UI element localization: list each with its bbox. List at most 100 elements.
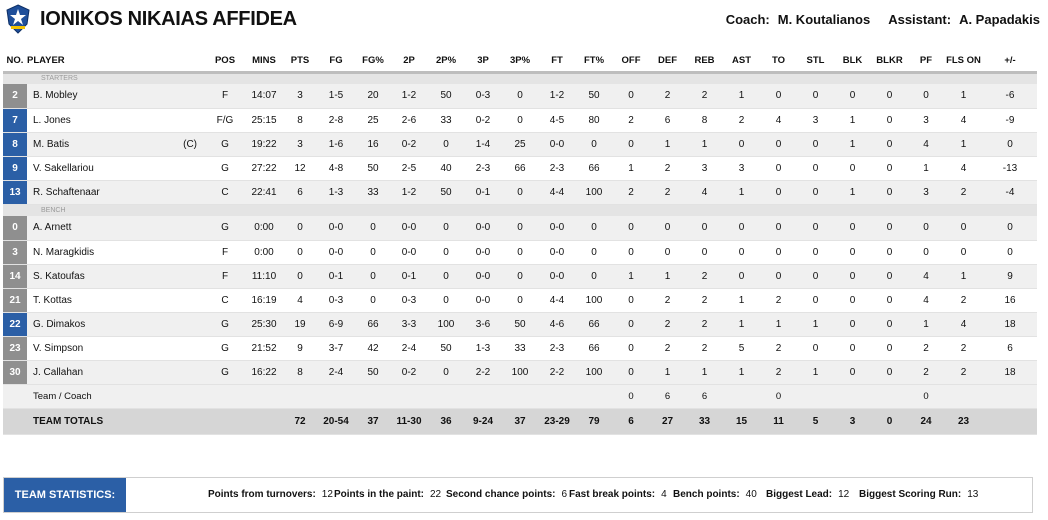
jersey-number: 13 bbox=[3, 180, 27, 205]
total-mins bbox=[245, 408, 283, 435]
col-header-field-goals: FG bbox=[317, 50, 355, 74]
stat-def: 2 bbox=[649, 312, 686, 337]
stat-blkr: 0 bbox=[871, 132, 908, 157]
stat-ast: 1 bbox=[723, 84, 760, 109]
player-row: 14 S. Katoufas F 11:10 0 0-1 0 0-1 0 0-0 0 0-0 0 1 1 2 0… bbox=[3, 264, 1037, 289]
stat-pts: 12 bbox=[283, 156, 317, 181]
stat-def: 6 bbox=[649, 108, 686, 133]
player-name-cell: V. Sakellariou bbox=[27, 156, 205, 181]
stat-ft: 4-5 bbox=[539, 108, 575, 133]
stat-pm: -4 bbox=[983, 180, 1037, 205]
stat-off: 0 bbox=[613, 360, 649, 385]
team-totals-row: TEAM TOTALS 72 20-54 37 11-30 36 9-24 37 23-29 79… bbox=[3, 408, 1037, 435]
stat-stl: 0 bbox=[797, 84, 834, 109]
team-stat-label: Biggest Lead: bbox=[766, 489, 833, 500]
stat-p2p: 50 bbox=[427, 336, 465, 361]
player-name-cell: J. Callahan bbox=[27, 360, 205, 385]
stat-p3: 2-2 bbox=[465, 360, 501, 385]
stat-pm: -6 bbox=[983, 84, 1037, 109]
stat-fls: 4 bbox=[944, 108, 983, 133]
stat-fgp: 50 bbox=[355, 360, 391, 385]
team-stat-fg bbox=[317, 384, 355, 409]
stat-to: 0 bbox=[760, 180, 797, 205]
col-header-personal-fouls: PF bbox=[908, 50, 944, 74]
stat-p2p: 50 bbox=[427, 180, 465, 205]
team-stat-value: 13 bbox=[967, 489, 979, 500]
col-header-player: PLAYER bbox=[27, 50, 205, 74]
stat-off: 1 bbox=[613, 156, 649, 181]
total-pos bbox=[205, 408, 245, 435]
stat-blk: 0 bbox=[834, 240, 871, 265]
stat-off: 2 bbox=[613, 180, 649, 205]
stat-p3: 0-2 bbox=[465, 108, 501, 133]
player-row: 0 A. Arnett G 0:00 0 0-0 0 0-0 0 0-0 0 0-0 0 0 0 0 0 0 0 0 0… bbox=[3, 216, 1037, 241]
stat-fgp: 33 bbox=[355, 180, 391, 205]
stat-reb: 2 bbox=[686, 336, 723, 361]
stat-to: 2 bbox=[760, 336, 797, 361]
stat-pos: G bbox=[205, 216, 245, 241]
stat-pm: -9 bbox=[983, 108, 1037, 133]
col-header-rebounds: REB bbox=[686, 50, 723, 74]
player-name-cell: S. Katoufas bbox=[27, 264, 205, 289]
stat-stl: 3 bbox=[797, 108, 834, 133]
stat-blkr: 0 bbox=[871, 336, 908, 361]
coach-name: M. Koutalianos bbox=[777, 12, 871, 27]
total-pf: 24 bbox=[908, 408, 944, 435]
total-fgp: 37 bbox=[355, 408, 391, 435]
stat-off: 0 bbox=[613, 312, 649, 337]
stat-fgp: 0 bbox=[355, 288, 391, 313]
team-stat-label: Biggest Scoring Run: bbox=[859, 489, 962, 500]
stat-p2: 2-4 bbox=[391, 336, 427, 361]
stat-blk: 0 bbox=[834, 312, 871, 337]
team-name: IONIKOS NIKAIAS AFFIDEA bbox=[40, 8, 297, 30]
stat-p2p: 40 bbox=[427, 156, 465, 181]
stat-p3p: 0 bbox=[501, 216, 539, 241]
stat-pf: 4 bbox=[908, 288, 944, 313]
stat-ftp: 0 bbox=[575, 264, 613, 289]
stat-reb: 2 bbox=[686, 312, 723, 337]
stat-reb: 4 bbox=[686, 180, 723, 205]
team-stat-blkr bbox=[871, 384, 908, 409]
team-stat-pos bbox=[205, 384, 245, 409]
total-pm bbox=[983, 408, 1037, 435]
stat-fls: 0 bbox=[944, 240, 983, 265]
stat-mins: 25:30 bbox=[245, 312, 283, 337]
player-name: T. Kottas bbox=[33, 294, 72, 306]
stat-def: 2 bbox=[649, 180, 686, 205]
stat-to: 0 bbox=[760, 216, 797, 241]
player-name-cell: T. Kottas bbox=[27, 288, 205, 313]
stat-fg: 1-3 bbox=[317, 180, 355, 205]
stat-fg: 2-8 bbox=[317, 108, 355, 133]
stat-blkr: 0 bbox=[871, 360, 908, 385]
team-stat-value: 4 bbox=[661, 489, 667, 500]
player-name-cell: L. Jones bbox=[27, 108, 205, 133]
stat-p3: 0-0 bbox=[465, 240, 501, 265]
stat-p2: 1-2 bbox=[391, 180, 427, 205]
stat-p3p: 0 bbox=[501, 84, 539, 109]
stat-p2p: 50 bbox=[427, 84, 465, 109]
stat-fls: 1 bbox=[944, 132, 983, 157]
stat-mins: 16:19 bbox=[245, 288, 283, 313]
stat-fgp: 0 bbox=[355, 240, 391, 265]
stat-pm: -13 bbox=[983, 156, 1037, 181]
stat-fg: 0-0 bbox=[317, 216, 355, 241]
stat-mins: 11:10 bbox=[245, 264, 283, 289]
stat-pf: 3 bbox=[908, 180, 944, 205]
bench-section: BENCH bbox=[3, 204, 1037, 216]
stat-pts: 3 bbox=[283, 132, 317, 157]
stat-p2p: 0 bbox=[427, 360, 465, 385]
stat-fls: 2 bbox=[944, 288, 983, 313]
stat-pts: 8 bbox=[283, 108, 317, 133]
player-row: 8 M. Batis (C) G 19:22 3 1-6 16 0-2 0 1-4 25 0-0 0 0 1 1… bbox=[3, 132, 1037, 157]
stat-blkr: 0 bbox=[871, 108, 908, 133]
stat-pf: 3 bbox=[908, 108, 944, 133]
stat-ft: 1-2 bbox=[539, 84, 575, 109]
team-stat-label: Points in the paint: bbox=[334, 489, 424, 500]
stat-pos: G bbox=[205, 312, 245, 337]
player-name-cell: N. Maragkidis bbox=[27, 240, 205, 265]
stat-pm: 16 bbox=[983, 288, 1037, 313]
stat-pos: G bbox=[205, 132, 245, 157]
stat-fls: 2 bbox=[944, 180, 983, 205]
stat-fgp: 0 bbox=[355, 264, 391, 289]
stat-p3: 1-3 bbox=[465, 336, 501, 361]
